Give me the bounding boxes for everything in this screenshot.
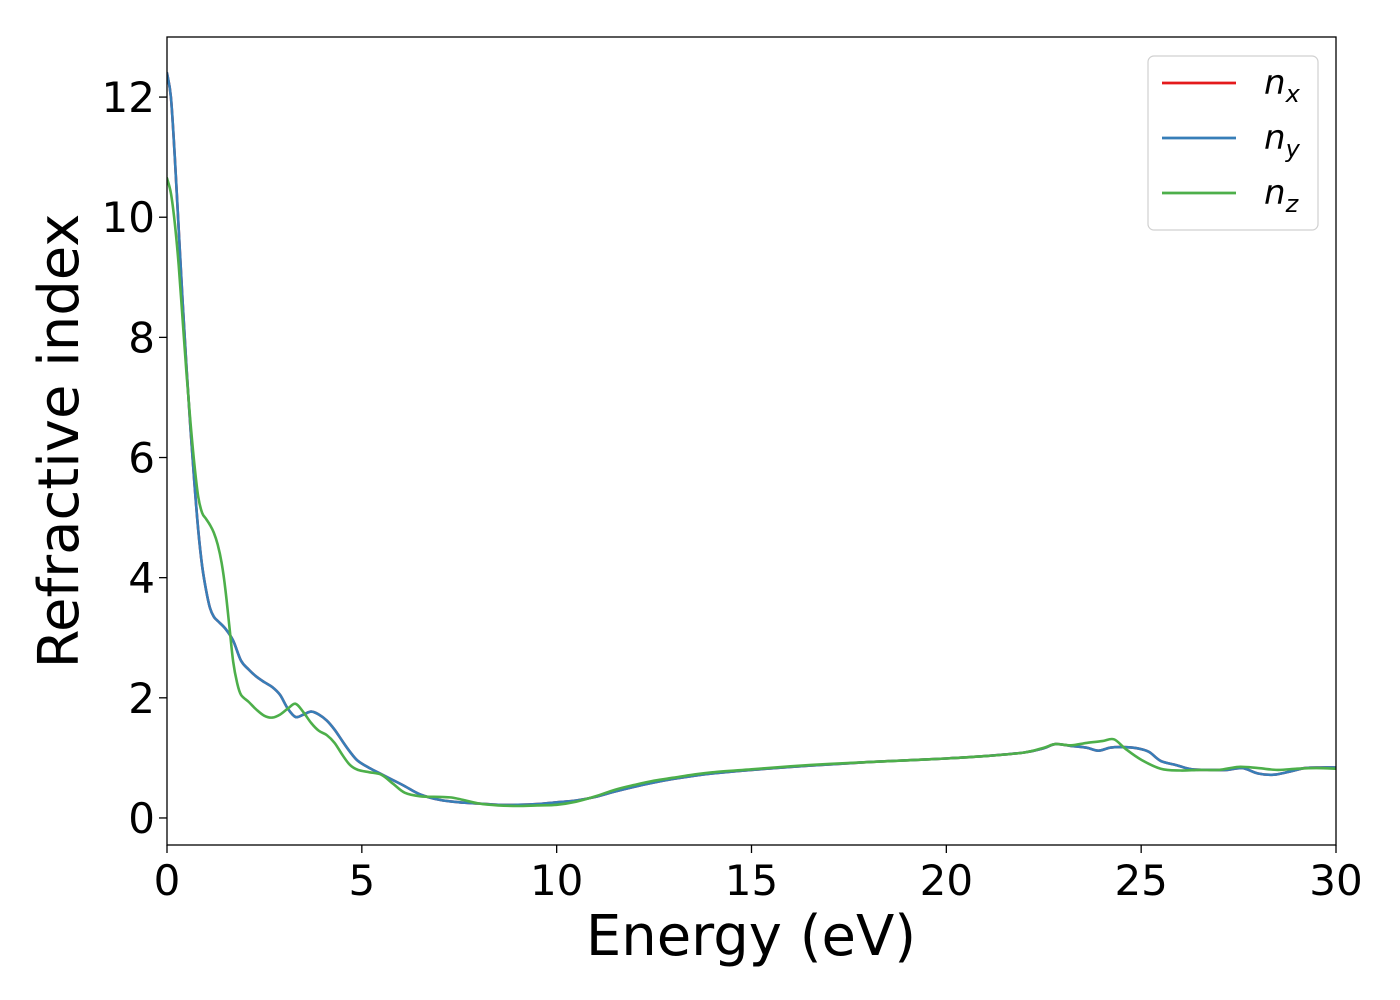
plot-area [167,37,1336,845]
x-tick-label: 10 [530,856,583,905]
x-tick-label: 15 [725,856,778,905]
x-tick-label: 25 [1114,856,1167,905]
legend[interactable]: nx ny nz [1147,55,1319,231]
legend-label-nz: nz [1264,173,1300,218]
x-tick-label: 30 [1309,856,1362,905]
y-tick-label: 8 [128,313,155,362]
x-axis-title: Energy (eV) [586,904,916,969]
x-tick-label: 5 [348,856,375,905]
series-layer [167,71,1336,808]
y-tick-label: 12 [102,73,155,122]
legend-label-nx: nx [1264,63,1301,108]
legend-frame [1147,55,1319,231]
y-axis-title: Refractive index [27,214,92,669]
x-axis: 0 5 10 15 20 25 30 [154,845,1363,905]
x-tick-label: 20 [920,856,973,905]
y-tick-label: 2 [128,674,155,723]
y-axis: 0 2 4 6 8 10 12 [102,73,167,843]
legend-label-ny: ny [1264,118,1301,163]
y-tick-label: 10 [102,193,155,242]
y-tick-label: 4 [128,554,155,603]
y-tick-label: 6 [128,434,155,483]
y-tick-label: 0 [128,794,155,843]
x-tick-label: 0 [154,856,181,905]
series-line-nz [167,176,1336,808]
